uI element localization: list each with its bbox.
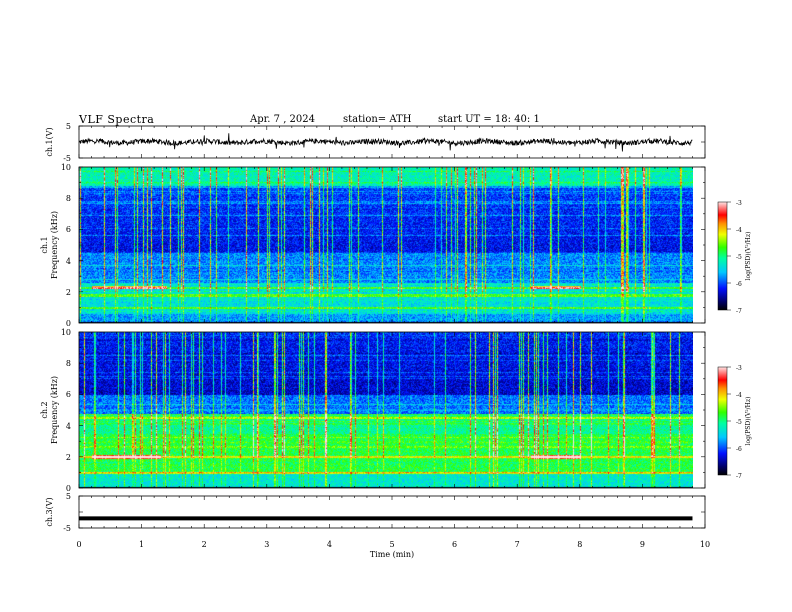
ch1-cb-tick-m3: -3	[736, 200, 742, 207]
x-tick-label: 2	[202, 540, 207, 549]
x-tick-label: 0	[76, 540, 81, 549]
ch1-spectrogram-ticks	[78, 166, 706, 324]
ch1-cb-tick-m7: -7	[736, 308, 742, 315]
ch1-spectrogram-canvas	[79, 167, 693, 323]
ch3-ytick-bottom: -5	[63, 524, 71, 533]
ch1-ytick-top: 5	[66, 122, 71, 131]
ch2-ytick-10: 10	[61, 328, 71, 337]
ch1-colorbar-ticks	[727, 201, 731, 311]
ch1-cb-tick-m4: -4	[736, 227, 742, 234]
ch2-ytick-4: 4	[66, 422, 71, 431]
date-label: Apr. 7 , 2024	[250, 114, 316, 125]
ch1-ytick-0: 0	[66, 319, 71, 328]
ch2-cb-tick-m5: -5	[736, 419, 742, 426]
x-tick-label: 3	[264, 540, 269, 549]
ch1-ytick-6: 6	[66, 225, 71, 234]
ch1-colorbar-bar	[717, 201, 728, 311]
ch2-cb-tick-m4: -4	[736, 392, 742, 399]
ch1-waveform-panel: 5 -5 ch.1(V)	[45, 122, 706, 163]
ch1-cb-tick-m6: -6	[736, 281, 742, 288]
ch1-spectrogram-panel: 10 8 6 4 2 0 ch.1 Frequency (kHz)	[40, 163, 706, 328]
ch1-spectrogram-image	[79, 167, 693, 323]
ch2-ytick-0: 0	[66, 484, 71, 493]
ch2-spectrogram-ylabel-frequency: Frequency (kHz)	[50, 376, 59, 444]
ch1-waveform-ylabel: ch.1(V)	[45, 127, 54, 156]
ch1-waveform-ticks	[78, 125, 706, 159]
x-axis-label: Time (min)	[370, 550, 414, 559]
x-tick-label: 10	[700, 540, 710, 549]
ch2-ytick-2: 2	[66, 453, 71, 462]
ch1-waveform-line	[78, 133, 693, 152]
station-label: station= ATH	[343, 114, 412, 125]
ch3-waveform-frame	[78, 495, 706, 529]
ch3-ytick-top: 5	[66, 492, 71, 501]
ch1-ytick-10: 10	[61, 163, 71, 172]
ch1-spectrogram-ylabel-frequency: Frequency (kHz)	[50, 211, 59, 279]
x-tick-label: 8	[577, 540, 582, 549]
ch1-colorbar-label: log(PSD)(V²/Hz)	[745, 232, 752, 281]
x-tick-label: 7	[515, 540, 520, 549]
ch1-ytick-4: 4	[66, 257, 71, 266]
ch1-cb-tick-m5: -5	[736, 254, 742, 261]
ch2-spectrogram-ylabel-channel: ch.2	[40, 401, 49, 418]
ch2-spectrogram-ticks	[78, 331, 706, 489]
ch3-waveform-ticks	[78, 495, 706, 529]
ch3-waveform-ylabel: ch.3(V)	[45, 497, 54, 526]
ch1-ytick-2: 2	[66, 288, 71, 297]
ch2-colorbar-ticks	[727, 366, 731, 476]
x-tick-label: 5	[389, 540, 394, 549]
x-tick-label: 9	[640, 540, 645, 549]
ch2-spectrogram-canvas	[79, 332, 693, 488]
ch1-ytick-bottom: -5	[63, 154, 71, 163]
ch3-waveform-panel: 5 -5 ch.3(V)	[45, 492, 706, 533]
ch2-spectrogram-panel: 10 8 6 4 2 0 ch.2 Frequency (kHz)	[40, 328, 706, 493]
x-tick-label: 1	[139, 540, 144, 549]
x-tick-label: 6	[452, 540, 457, 549]
ch2-ytick-6: 6	[66, 390, 71, 399]
ch2-cb-tick-m6: -6	[736, 446, 742, 453]
ch2-colorbar-label: log(PSD)(V²/Hz)	[745, 397, 752, 446]
ch2-spectrogram-image	[79, 332, 693, 488]
plot-title: VLF Spectra	[79, 113, 155, 126]
x-axis-tick-labels: 0 1 2 3 4 5 6 7 8 9 10	[76, 540, 710, 549]
ch1-colorbar: -3 -4 -5 -6 -7 log(PSD)(V²/Hz)	[717, 200, 752, 315]
x-tick-label: 4	[327, 540, 332, 549]
start-ut-label: start UT = 18: 40: 1	[438, 114, 540, 125]
ch2-cb-tick-m7: -7	[736, 473, 742, 480]
ch2-cb-tick-m3: -3	[736, 365, 742, 372]
ch2-colorbar: -3 -4 -5 -6 -7 log(PSD)(V²/Hz)	[717, 365, 752, 480]
ch2-ytick-8: 8	[66, 359, 71, 368]
ch1-ytick-8: 8	[66, 194, 71, 203]
ch2-colorbar-bar	[717, 366, 728, 476]
ch1-spectrogram-ylabel-channel: ch.1	[40, 236, 49, 253]
